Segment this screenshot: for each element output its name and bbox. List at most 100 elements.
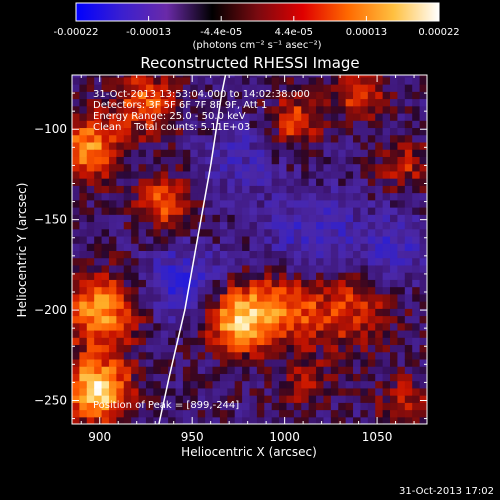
heatmap-cell xyxy=(382,221,391,230)
heatmap-cell xyxy=(145,387,154,396)
heatmap-cell xyxy=(205,272,214,280)
heatmap-cell xyxy=(323,75,332,78)
heatmap-cell xyxy=(382,279,391,288)
heatmap-cell xyxy=(279,75,288,78)
heatmap-cell xyxy=(123,163,132,172)
heatmap-cell xyxy=(390,344,399,353)
heatmap-cell xyxy=(190,257,199,266)
heatmap-cell xyxy=(390,156,399,165)
heatmap-cell xyxy=(116,322,125,331)
heatmap-cell xyxy=(412,156,421,165)
heatmap-cell xyxy=(205,84,214,92)
heatmap-cell xyxy=(293,358,302,367)
heatmap-cell xyxy=(293,127,302,136)
heatmap-cell xyxy=(360,235,369,244)
heatmap-cell xyxy=(293,243,302,251)
heatmap-cell xyxy=(382,402,391,411)
heatmap-cell xyxy=(138,279,147,288)
heatmap-cell xyxy=(101,286,110,295)
heatmap-cell xyxy=(212,264,221,273)
heatmap-cell xyxy=(205,387,214,396)
heatmap-cell xyxy=(131,395,140,403)
heatmap-cell xyxy=(72,84,80,92)
heatmap-cell xyxy=(116,112,125,121)
heatmap-cell xyxy=(182,337,191,346)
heatmap-cell xyxy=(353,308,362,317)
heatmap-cell xyxy=(279,380,288,389)
heatmap-cell xyxy=(404,221,413,230)
heatmap-cell xyxy=(86,235,95,244)
heatmap-cell xyxy=(101,329,110,338)
heatmap-cell xyxy=(182,228,191,237)
heatmap-cell xyxy=(153,358,162,367)
heatmap-cell xyxy=(264,344,273,353)
heatmap-cell xyxy=(330,149,339,157)
annotation-energy-range: Energy Range: 25.0 - 50.0 keV xyxy=(93,111,246,122)
heatmap-cell xyxy=(123,402,132,411)
heatmap-cell xyxy=(286,344,295,353)
heatmap-cell xyxy=(293,134,302,143)
heatmap-cell xyxy=(249,170,258,179)
heatmap-cell xyxy=(101,250,110,259)
heatmap-cell xyxy=(301,344,310,353)
heatmap-cell xyxy=(249,98,258,107)
heatmap-cell xyxy=(397,207,406,215)
heatmap-cell xyxy=(116,373,125,382)
heatmap-cell xyxy=(79,264,88,273)
heatmap-cell xyxy=(316,272,325,280)
heatmap-cell xyxy=(316,105,325,114)
heatmap-cell xyxy=(175,395,184,403)
heatmap-cell xyxy=(160,272,169,280)
heatmap-cell xyxy=(412,264,421,273)
heatmap-cell xyxy=(404,112,413,121)
heatmap-cell xyxy=(72,156,80,165)
heatmap-cell xyxy=(190,199,199,208)
heatmap-cell xyxy=(286,322,295,331)
heatmap-cell xyxy=(382,373,391,382)
heatmap-cell xyxy=(145,373,154,382)
heatmap-cell xyxy=(175,387,184,396)
heatmap-cell xyxy=(101,315,110,324)
heatmap-cell xyxy=(345,228,354,237)
heatmap-cell xyxy=(123,358,132,367)
heatmap-cell xyxy=(219,286,228,295)
heatmap-cell xyxy=(308,149,317,157)
heatmap-cell xyxy=(419,170,427,179)
heatmap-cell xyxy=(293,75,302,78)
heatmap-cell xyxy=(205,134,214,143)
heatmap-cell xyxy=(182,373,191,382)
heatmap-cell xyxy=(390,380,399,389)
heatmap-cell xyxy=(367,163,376,172)
heatmap-cell xyxy=(205,351,214,360)
heatmap-cell xyxy=(205,409,214,418)
heatmap-cell xyxy=(316,337,325,346)
heatmap-cell xyxy=(256,293,265,302)
heatmap-cell xyxy=(116,149,125,157)
heatmap-cell xyxy=(116,358,125,367)
heatmap-cell xyxy=(242,178,251,186)
heatmap-cell xyxy=(404,286,413,295)
heatmap-cell xyxy=(190,337,199,346)
heatmap-cell xyxy=(323,366,332,374)
heatmap-cell xyxy=(116,366,125,374)
heatmap-cell xyxy=(79,395,88,403)
heatmap-cell xyxy=(168,199,177,208)
heatmap-cell xyxy=(293,163,302,172)
heatmap-cell xyxy=(412,228,421,237)
heatmap-cell xyxy=(234,344,243,353)
heatmap-cell xyxy=(264,178,273,186)
heatmap-cell xyxy=(72,243,80,251)
heatmap-cell xyxy=(116,402,125,411)
heatmap-cell xyxy=(419,395,427,403)
heatmap-cell xyxy=(345,264,354,273)
heatmap-cell xyxy=(72,373,80,382)
heatmap-cell xyxy=(316,91,325,100)
heatmap-cell xyxy=(227,214,236,223)
heatmap-cell xyxy=(301,178,310,186)
heatmap-cell xyxy=(219,380,228,389)
heatmap-cell xyxy=(123,149,132,157)
heatmap-cell xyxy=(168,329,177,338)
heatmap-cell xyxy=(271,170,280,179)
heatmap-cell xyxy=(330,228,339,237)
heatmap-cell xyxy=(175,286,184,295)
